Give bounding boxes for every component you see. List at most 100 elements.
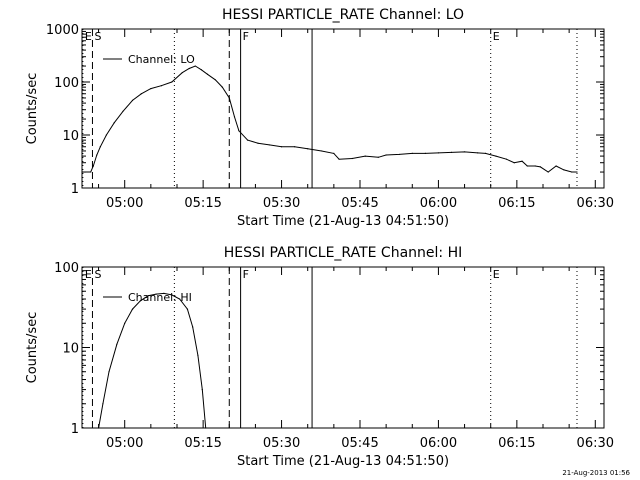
data-point xyxy=(307,148,309,150)
legend-label: Channel: HI xyxy=(128,291,192,304)
data-point xyxy=(214,79,216,81)
legend-label: Channel: LO xyxy=(128,53,195,66)
marker-label: F xyxy=(243,268,249,281)
data-point xyxy=(294,146,296,148)
data-point xyxy=(92,165,94,167)
data-point xyxy=(197,354,199,356)
marker-label: S xyxy=(94,30,101,43)
data-point xyxy=(116,343,118,345)
data-point xyxy=(411,152,413,154)
x-tick-label: 06:15 xyxy=(498,436,535,451)
data-point xyxy=(201,388,203,391)
panel-lo: HESSI PARTICLE_RATE Channel: LO 1 10 100 100… xyxy=(25,7,614,229)
panel-hi: HESSI PARTICLE_RATE Channel: HI 1 10 100 05:… xyxy=(25,245,614,469)
marker-label: S xyxy=(94,268,101,281)
x-axis-label: Start Time (21-Aug-13 04:51:50) xyxy=(237,454,449,469)
data-point xyxy=(105,134,108,136)
data-point xyxy=(192,326,194,328)
x-tick-label: 06:15 xyxy=(498,196,535,211)
x-tick-label: 05:15 xyxy=(184,196,221,211)
data-point xyxy=(280,146,283,148)
data-point xyxy=(526,165,528,167)
y-tick-label: 1000 xyxy=(46,23,79,38)
data-point xyxy=(534,165,536,167)
data-point xyxy=(171,294,173,296)
x-tick-label: 06:00 xyxy=(420,436,457,451)
series-line xyxy=(82,65,577,173)
x-axis-label: Start Time (21-Aug-13 04:51:50) xyxy=(237,214,449,229)
y-tick-label: 1 xyxy=(71,182,79,197)
data-point xyxy=(321,150,323,152)
data-point xyxy=(228,97,230,99)
data-point xyxy=(97,427,100,429)
y-tick-label: 10 xyxy=(62,129,79,144)
data-point xyxy=(555,165,557,167)
data-point xyxy=(424,152,426,154)
x-tick-label: 05:45 xyxy=(341,436,378,451)
data-point xyxy=(206,73,209,75)
data-point xyxy=(333,152,335,154)
data-point xyxy=(364,155,366,157)
data-point xyxy=(268,144,270,146)
marker-label: F xyxy=(243,30,249,43)
data-point xyxy=(576,171,578,173)
x-tick-label: 05:30 xyxy=(263,436,300,451)
data-point xyxy=(188,67,190,70)
data-point xyxy=(484,152,487,154)
data-point xyxy=(221,86,223,88)
data-point xyxy=(108,371,110,373)
data-point xyxy=(377,156,379,158)
data-point xyxy=(257,142,259,144)
data-point xyxy=(521,160,523,162)
data-point xyxy=(338,158,340,160)
data-point xyxy=(246,139,249,141)
data-point xyxy=(563,169,565,171)
data-point xyxy=(495,155,497,157)
marker-label: E xyxy=(85,268,92,281)
data-point xyxy=(437,152,440,154)
data-point xyxy=(351,157,353,160)
data-point xyxy=(205,427,207,429)
data-point xyxy=(463,151,466,153)
marker-label: E xyxy=(85,30,92,43)
x-tick-label: 06:00 xyxy=(420,196,457,211)
data-point xyxy=(122,110,124,112)
data-point xyxy=(81,171,83,173)
data-point xyxy=(90,171,92,173)
data-point xyxy=(131,308,134,310)
data-point xyxy=(200,69,202,71)
series-line xyxy=(98,292,207,429)
data-point xyxy=(163,292,165,294)
data-point xyxy=(505,158,507,160)
data-point xyxy=(171,81,173,83)
data-point xyxy=(539,166,541,168)
y-tick-label: 100 xyxy=(54,76,79,91)
y-axis-label: Counts/sec xyxy=(25,312,40,384)
data-point xyxy=(238,130,240,132)
plot-frame xyxy=(81,28,605,189)
marker-label: E xyxy=(493,268,500,281)
data-point xyxy=(155,293,157,295)
data-point xyxy=(160,85,162,87)
x-tick-label: 05:15 xyxy=(184,436,221,451)
data-point xyxy=(398,153,400,156)
data-point xyxy=(124,322,126,324)
footer-timestamp: 21-Aug-2013 01:56 xyxy=(562,469,630,477)
data-point xyxy=(547,171,549,173)
data-point xyxy=(571,171,573,173)
chart-title: HESSI PARTICLE_RATE Channel: LO xyxy=(222,7,464,23)
data-point xyxy=(179,298,181,300)
data-point xyxy=(233,116,236,118)
x-tick-label: 06:30 xyxy=(577,436,614,451)
y-tick-label: 1 xyxy=(71,422,79,437)
data-point xyxy=(99,146,101,148)
data-point xyxy=(385,154,387,156)
data-point xyxy=(181,72,183,74)
marker-label: E xyxy=(493,30,500,43)
x-tick-label: 05:45 xyxy=(341,196,378,211)
data-point xyxy=(140,93,142,95)
data-point xyxy=(147,295,149,297)
data-point xyxy=(150,88,152,90)
